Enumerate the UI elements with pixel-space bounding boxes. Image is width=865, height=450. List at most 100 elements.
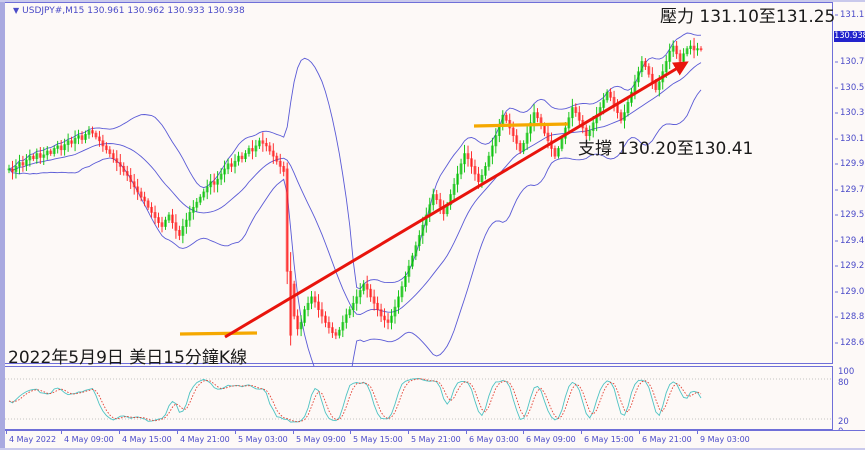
candle-body <box>372 296 376 304</box>
candle-body <box>417 235 421 247</box>
support-line-lower <box>179 331 258 336</box>
candle-body <box>668 50 672 62</box>
candle-body <box>132 181 136 188</box>
candle-body <box>386 319 390 323</box>
stoch-level-100: 100 <box>838 367 855 377</box>
candle-body <box>616 104 619 113</box>
stochastic-canvas <box>5 378 833 423</box>
time-tick-6: 5 May 15:00 <box>350 431 403 444</box>
candle-body <box>125 171 129 176</box>
candle-body <box>212 181 216 185</box>
candle-body <box>303 309 307 323</box>
uptrend-line <box>224 61 689 339</box>
candle-body <box>657 81 661 90</box>
price-tick-1: 130.760 <box>835 57 865 67</box>
candle-body <box>24 159 28 166</box>
candle-body <box>80 135 84 140</box>
candle-body <box>556 148 560 157</box>
candle-body <box>664 61 668 73</box>
time-tick-1: 4 May 09:00 <box>61 431 114 444</box>
candle-body <box>198 196 202 203</box>
candle-body <box>28 155 32 161</box>
candle-body <box>410 255 414 267</box>
candle-body <box>355 296 359 304</box>
candle-body <box>122 166 126 172</box>
candle-body <box>313 296 317 303</box>
candle-body <box>577 112 581 121</box>
candle-body <box>619 112 623 121</box>
candle-body <box>247 148 251 154</box>
price-chart-pane[interactable]: ▼ USDJPY#,M15 130.961 130.962 130.933 130… <box>5 2 833 409</box>
candle-body <box>379 309 383 317</box>
candle-body <box>483 166 487 176</box>
candle-body <box>209 181 213 188</box>
candle-body <box>250 148 254 152</box>
time-tick-0: 4 May 2022 <box>6 431 56 444</box>
candle-body <box>494 135 498 147</box>
candle-body <box>254 145 258 152</box>
candle-body <box>529 122 533 134</box>
time-axis[interactable]: 4 May 2022 4 May 09:00 4 May 15:00 4 May 21… <box>5 430 865 448</box>
candle-body <box>177 229 181 236</box>
candle-body <box>181 226 185 236</box>
candle-body <box>257 140 261 147</box>
candle-body <box>351 302 355 311</box>
candle-body <box>150 206 154 213</box>
candle-body <box>626 102 630 113</box>
price-chart-canvas <box>7 32 703 409</box>
candle-body <box>605 91 609 101</box>
time-tick-9: 6 May 09:00 <box>523 431 576 444</box>
time-tick-11: 6 May 21:00 <box>639 431 692 444</box>
candle-body <box>115 158 119 163</box>
candle-body <box>14 166 18 172</box>
candle-body <box>348 309 352 316</box>
candle-body <box>233 160 237 167</box>
candle-body <box>643 61 647 67</box>
candle-body <box>650 73 654 83</box>
candle-body <box>320 309 324 317</box>
stoch-k-line <box>8 378 702 423</box>
candle-body <box>591 122 595 131</box>
candle-body <box>696 48 699 51</box>
candle-body <box>330 327 334 334</box>
candle-body <box>104 145 108 151</box>
candle-body <box>553 148 557 157</box>
price-tick-4: 130.175 <box>835 134 865 144</box>
price-tick-10: 129.015 <box>835 287 865 297</box>
candle-body <box>532 112 536 124</box>
collapse-icon[interactable]: ▼ <box>13 6 20 15</box>
candle-body <box>170 214 174 224</box>
price-axis[interactable]: 131.150 130.760 130.565 130.370 130.175 129.9… <box>834 2 865 437</box>
stochastic-pane[interactable]: Stoch(5,3,3) 55.8047 63.7228 <box>5 366 833 430</box>
candle-body <box>118 162 122 167</box>
candle-body <box>143 196 147 202</box>
candle-body <box>35 153 39 160</box>
candle-body <box>271 150 275 157</box>
candle-body <box>139 191 143 198</box>
candle-body <box>77 135 80 139</box>
candle-body <box>59 145 63 151</box>
candle-body <box>341 322 345 331</box>
candle-body <box>278 160 282 167</box>
time-tick-10: 6 May 15:00 <box>581 431 634 444</box>
stoch-d-line <box>8 378 702 423</box>
candle-body <box>518 142 522 152</box>
time-tick-4: 5 May 03:00 <box>235 431 288 444</box>
candle-body <box>237 155 240 162</box>
candle-body <box>449 194 453 206</box>
candle-body <box>70 140 74 144</box>
candle-body <box>111 153 115 160</box>
candle-body <box>525 132 529 144</box>
candle-body <box>623 112 626 121</box>
support-line-upper <box>473 122 569 128</box>
candle-body <box>344 314 348 323</box>
candle-body <box>407 265 411 277</box>
candle-body <box>473 166 477 175</box>
candle-body <box>414 245 418 257</box>
candle-body <box>435 194 439 200</box>
candle-body <box>452 183 456 195</box>
candle-body <box>202 191 206 198</box>
candle-body <box>692 45 696 51</box>
candle-body <box>299 322 303 330</box>
price-tick-6: 129.790 <box>835 185 865 195</box>
